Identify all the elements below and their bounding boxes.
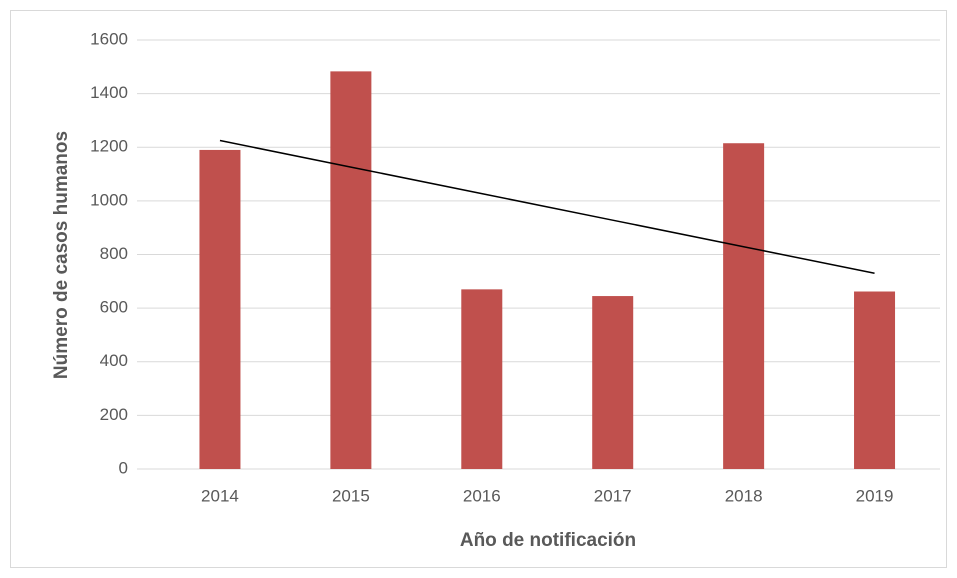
y-tick-label: 800 bbox=[100, 244, 128, 263]
y-tick-label: 400 bbox=[100, 351, 128, 370]
y-tick-label: 600 bbox=[100, 298, 128, 317]
x-tick-label: 2015 bbox=[332, 486, 370, 505]
y-tick-label: 200 bbox=[100, 405, 128, 424]
trendline bbox=[219, 139, 875, 275]
x-tick-label: 2017 bbox=[594, 486, 632, 505]
bar bbox=[592, 296, 634, 469]
x-axis-title: Año de notificación bbox=[460, 530, 636, 551]
bar bbox=[330, 71, 372, 469]
x-tick-label: 2016 bbox=[463, 486, 501, 505]
y-tick-label: 0 bbox=[119, 458, 128, 477]
x-tick-label: 2014 bbox=[201, 486, 239, 505]
bar bbox=[461, 289, 503, 469]
y-tick-label: 1000 bbox=[90, 190, 128, 209]
y-tick-label: 1200 bbox=[90, 137, 128, 156]
y-tick-label: 1600 bbox=[90, 29, 128, 48]
bar bbox=[854, 291, 896, 469]
chart-border bbox=[10, 10, 947, 568]
x-tick-label: 2019 bbox=[856, 486, 894, 505]
x-tick-label: 2018 bbox=[725, 486, 763, 505]
bar bbox=[723, 143, 765, 469]
bar bbox=[199, 149, 241, 469]
y-tick-label: 1400 bbox=[90, 83, 128, 102]
y-axis-title: Número de casos humanos bbox=[51, 131, 72, 379]
